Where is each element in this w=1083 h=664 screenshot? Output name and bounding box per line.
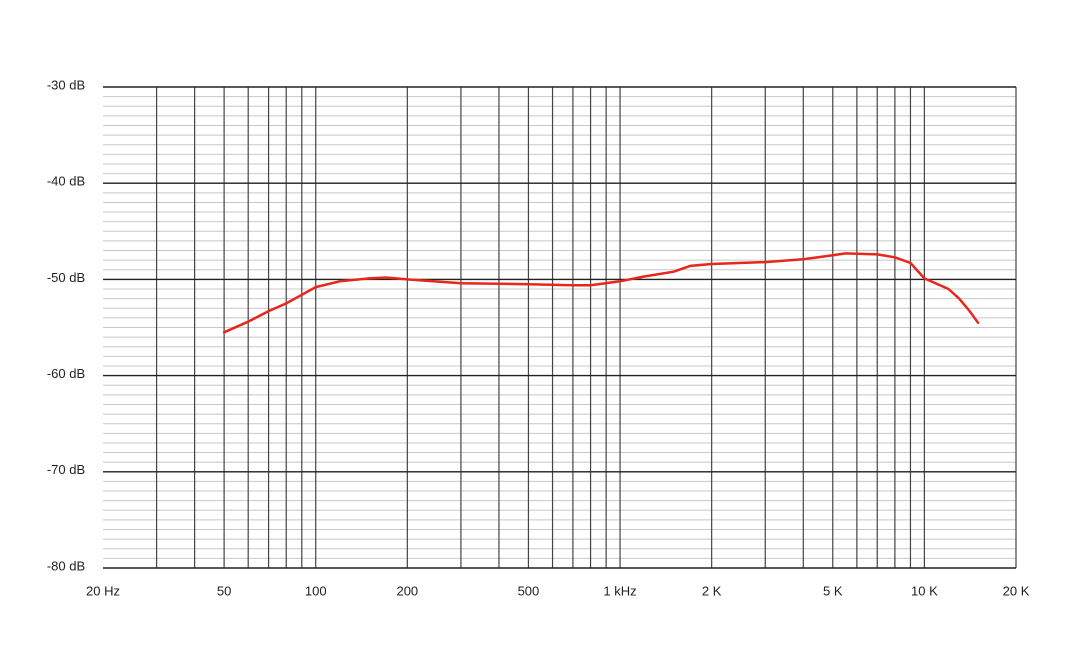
x-tick-label: 100 (305, 583, 327, 598)
y-tick-label: -60 dB (47, 366, 85, 381)
y-tick-label: -30 dB (47, 77, 85, 92)
x-tick-label: 2 K (702, 583, 722, 598)
x-tick-label: 10 K (911, 583, 938, 598)
y-tick-label: -70 dB (47, 462, 85, 477)
x-tick-label: 5 K (823, 583, 843, 598)
y-tick-label: -80 dB (47, 558, 85, 573)
x-tick-label: 500 (518, 583, 540, 598)
y-tick-label: -50 dB (47, 270, 85, 285)
x-tick-label: 50 (217, 583, 231, 598)
x-tick-label: 200 (396, 583, 418, 598)
x-tick-label: 1 kHz (603, 583, 636, 598)
x-tick-label: 20 Hz (86, 583, 120, 598)
response-curve (222, 252, 980, 334)
x-tick-label: 20 K (1003, 583, 1030, 598)
y-tick-label: -40 dB (47, 174, 85, 189)
